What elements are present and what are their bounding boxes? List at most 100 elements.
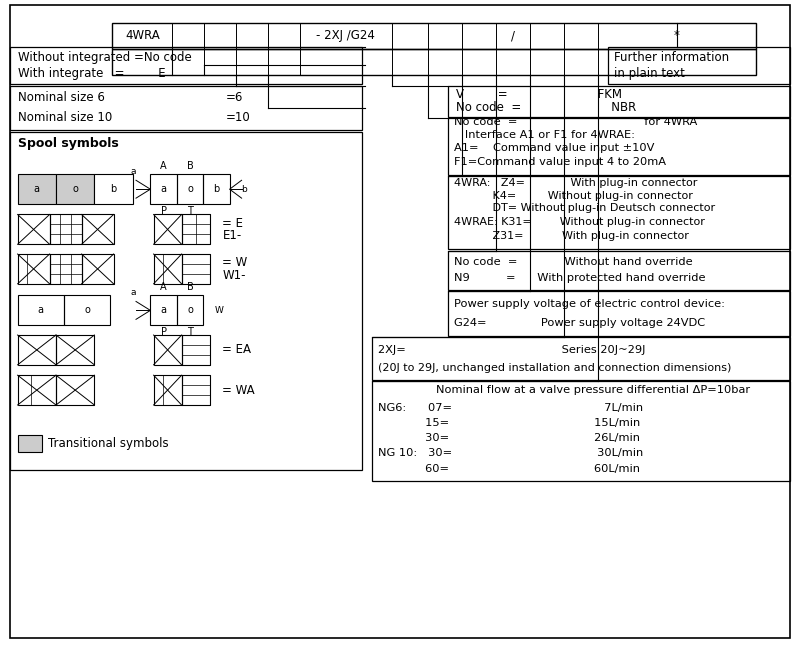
Bar	[18, 375, 56, 405]
Bar	[448, 118, 790, 175]
Text: K4=         Without plug-in connector: K4= Without plug-in connector	[454, 191, 694, 201]
Text: N9          =      With protected hand override: N9 = With protected hand override	[454, 273, 706, 283]
Bar	[177, 295, 203, 325]
Bar	[82, 254, 114, 284]
Text: in plain text: in plain text	[614, 67, 686, 80]
Bar	[608, 47, 790, 84]
Text: B: B	[186, 161, 194, 171]
Text: V         =                        FKM: V = FKM	[456, 87, 622, 100]
Text: A1=    Command value input ±10V: A1= Command value input ±10V	[454, 143, 654, 152]
Text: Spool symbols: Spool symbols	[18, 137, 118, 150]
Text: 4WRAE: K31=        Without plug-in connector: 4WRAE: K31= Without plug-in connector	[454, 216, 706, 227]
Text: /: /	[510, 29, 515, 42]
Text: = E: = E	[222, 217, 243, 230]
Text: Nominal size 10: Nominal size 10	[18, 111, 112, 124]
Text: a: a	[130, 167, 135, 176]
Bar	[18, 295, 64, 325]
Text: = EA: = EA	[222, 343, 251, 356]
Text: b: b	[214, 184, 219, 194]
Text: DT= Without plug-in Deutsch connector: DT= Without plug-in Deutsch connector	[454, 203, 715, 213]
Text: 15=                                        15L/min: 15= 15L/min	[378, 418, 641, 428]
Bar	[82, 214, 114, 244]
Text: o: o	[187, 305, 193, 316]
Text: 4WRA: 4WRA	[125, 29, 160, 42]
Text: = WA: = WA	[222, 384, 255, 397]
Text: o: o	[72, 184, 78, 194]
Text: E1-: E1-	[222, 229, 242, 242]
Bar	[18, 254, 50, 284]
Bar	[10, 86, 362, 130]
Bar	[56, 375, 94, 405]
Text: No code  =                        NBR: No code = NBR	[456, 102, 636, 115]
Text: 4WRA:   Z4=             With plug-in connector: 4WRA: Z4= With plug-in connector	[454, 178, 698, 188]
Bar	[10, 47, 362, 84]
Bar	[56, 335, 94, 365]
Text: W1-: W1-	[222, 269, 246, 282]
Bar	[154, 375, 182, 405]
Bar	[203, 174, 230, 204]
Text: (20J to 29J, unchanged installation and connection dimensions): (20J to 29J, unchanged installation and …	[378, 363, 732, 373]
Text: Interface A1 or F1 for 4WRAE:: Interface A1 or F1 for 4WRAE:	[454, 130, 635, 140]
Text: =6: =6	[226, 91, 243, 104]
Bar	[448, 251, 790, 290]
Text: NG 10:   30=                                        30L/min: NG 10: 30= 30L/min	[378, 448, 644, 458]
Bar	[448, 176, 790, 249]
Bar	[94, 174, 133, 204]
Bar	[182, 335, 210, 365]
Text: 60=                                        60L/min: 60= 60L/min	[378, 465, 641, 474]
Bar	[112, 23, 756, 49]
Bar	[372, 337, 790, 380]
Text: G24=               Power supply voltage 24VDC: G24= Power supply voltage 24VDC	[454, 318, 706, 328]
Text: Nominal flow at a valve pressure differential ΔP=10bar: Nominal flow at a valve pressure differe…	[436, 385, 750, 395]
Text: b: b	[110, 184, 117, 194]
Text: Power supply voltage of electric control device:: Power supply voltage of electric control…	[454, 299, 726, 309]
Text: Nominal size 6: Nominal size 6	[18, 91, 105, 104]
Text: o: o	[187, 184, 193, 194]
Text: F1=Command value input 4 to 20mA: F1=Command value input 4 to 20mA	[454, 157, 666, 167]
Text: P: P	[161, 205, 166, 216]
Text: a: a	[34, 184, 40, 194]
Text: P: P	[161, 327, 166, 337]
Bar	[154, 254, 182, 284]
Text: T: T	[187, 205, 193, 216]
Text: a: a	[161, 305, 166, 316]
Bar	[448, 291, 790, 336]
Bar	[18, 214, 50, 244]
Text: a: a	[130, 288, 135, 297]
Bar	[182, 214, 210, 244]
Bar	[50, 254, 82, 284]
Text: W: W	[214, 306, 223, 315]
Bar	[154, 335, 182, 365]
Text: = W: = W	[222, 257, 248, 270]
Text: 2XJ=                                           Series 20J~29J: 2XJ= Series 20J~29J	[378, 345, 646, 355]
Text: =10: =10	[226, 111, 250, 124]
Text: No code  =                                   for 4WRA: No code = for 4WRA	[454, 117, 698, 128]
Bar	[154, 214, 182, 244]
Text: A: A	[160, 161, 167, 171]
Bar	[18, 335, 56, 365]
Text: With integrate   =         E: With integrate = E	[18, 67, 166, 80]
Bar	[150, 295, 177, 325]
Bar	[182, 375, 210, 405]
Text: NG6:      07=                                          7L/min: NG6: 07= 7L/min	[378, 403, 643, 413]
Text: B: B	[186, 282, 194, 292]
Text: 30=                                        26L/min: 30= 26L/min	[378, 434, 641, 443]
Bar	[177, 174, 203, 204]
Bar	[50, 214, 82, 244]
Text: b: b	[241, 185, 247, 194]
Bar	[150, 174, 177, 204]
Bar	[448, 86, 790, 117]
Bar	[64, 295, 110, 325]
Text: Z31=           With plug-in connector: Z31= With plug-in connector	[454, 231, 690, 241]
Text: *: *	[674, 29, 680, 42]
Bar	[18, 174, 56, 204]
Text: o: o	[84, 305, 90, 316]
Bar	[10, 132, 362, 470]
Text: T: T	[187, 327, 193, 337]
Bar	[182, 254, 210, 284]
Text: No code  =             Without hand override: No code = Without hand override	[454, 257, 693, 268]
Text: Without integrated =No code: Without integrated =No code	[18, 51, 191, 64]
Text: Further information: Further information	[614, 51, 730, 64]
Text: a: a	[38, 305, 44, 316]
Bar	[112, 49, 756, 75]
